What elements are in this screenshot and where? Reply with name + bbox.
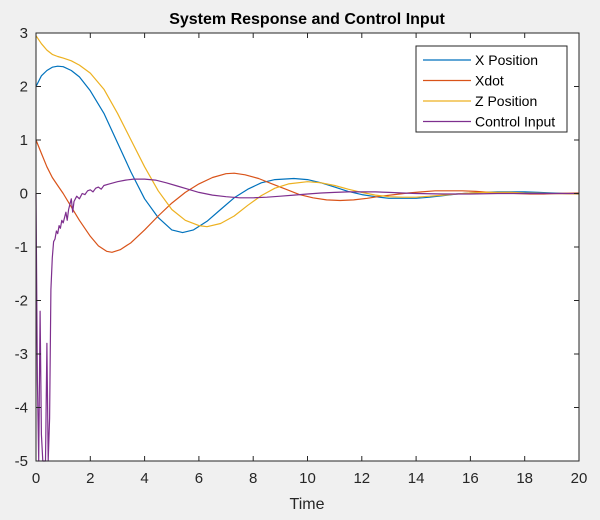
x-tick-label-8: 16 [462, 470, 479, 487]
x-tick-label-3: 6 [195, 470, 203, 487]
y-tick-label-4: -1 [15, 239, 28, 256]
x-tick-label-6: 12 [353, 470, 370, 487]
legend-label-2: Z Position [475, 93, 537, 109]
y-tick-label-1: 2 [20, 79, 28, 96]
x-tick-label-10: 20 [571, 470, 588, 487]
x-tick-label-9: 18 [516, 470, 533, 487]
x-tick-label-5: 10 [299, 470, 316, 487]
series-line-3 [35, 178, 579, 462]
legend-label-3: Control Input [475, 114, 555, 130]
chart-title: System Response and Control Input [169, 11, 445, 28]
x-tick-label-7: 14 [408, 470, 425, 487]
legend-label-0: X Position [475, 52, 538, 68]
legend[interactable]: X Position Xdot Z Position Control Input [415, 45, 568, 133]
legend-label-1: Xdot [475, 73, 504, 89]
x-tick-label-0: 0 [32, 470, 40, 487]
series-line-1 [35, 139, 580, 253]
x-tick-label-2: 4 [140, 470, 148, 487]
legend-items: X Position Xdot Z Position Control Input [423, 52, 555, 130]
y-tick-label-2: 1 [20, 132, 28, 149]
x-axis-label: Time [290, 496, 325, 513]
y-tick-label-3: 0 [20, 186, 28, 203]
y-tick-label-8: -5 [15, 453, 28, 470]
y-tick-label-5: -2 [15, 293, 28, 310]
x-tick-label-4: 8 [249, 470, 257, 487]
series-layer [35, 35, 580, 462]
x-tick-label-1: 2 [86, 470, 94, 487]
y-tick-label-7: -4 [15, 400, 28, 417]
y-tick-label-6: -3 [15, 346, 28, 363]
y-tick-label-0: 3 [20, 25, 28, 42]
